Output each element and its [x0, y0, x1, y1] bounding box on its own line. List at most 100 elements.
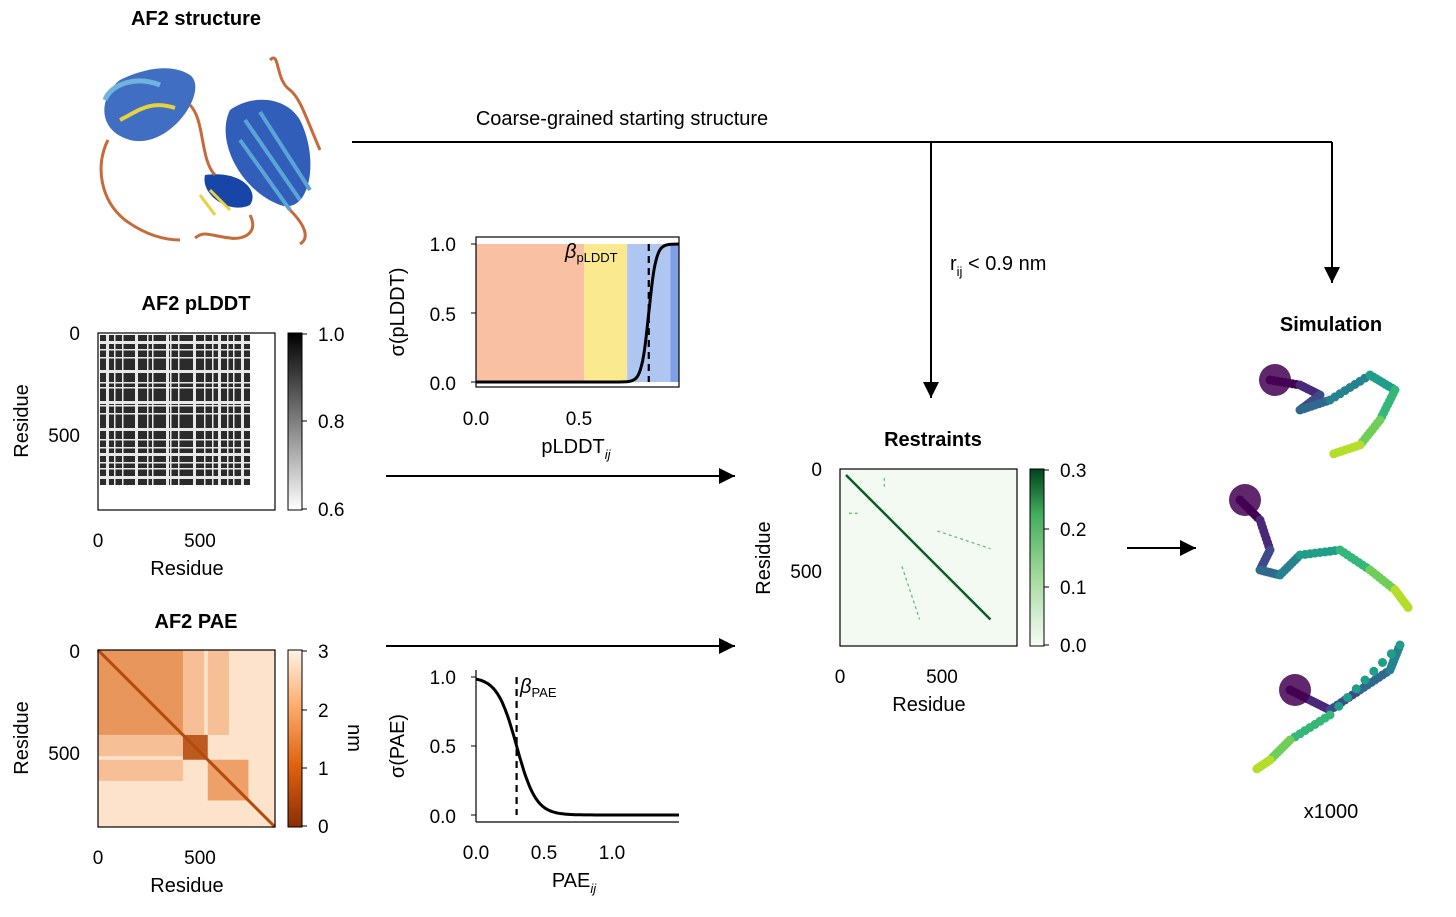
plddt-stripe-v [114, 335, 116, 485]
pae-sigmoid-plot [471, 670, 679, 823]
plddt-xlabel: Residue [150, 558, 223, 580]
plddt-cbar-tick-2: 0.8 [318, 412, 344, 433]
plddt-stripe-h [100, 468, 250, 470]
pae-sigmoid-xtick-05: 0.5 [531, 843, 557, 864]
plddt-stripe-v [193, 335, 196, 485]
plddt-sigmoid-xtick-05: 0.5 [566, 409, 592, 430]
pae-offblock [98, 759, 183, 781]
restraints-ylabel: Residue [753, 521, 775, 594]
plddt-threshold-label: βpLDDT [564, 241, 618, 265]
plddt-stripe-h [100, 341, 250, 344]
restraints-cbar-tick-02: 0.2 [1060, 520, 1086, 541]
plddt-stripe-h [100, 405, 250, 407]
restraints-cbar-tick-01: 0.1 [1060, 578, 1086, 599]
plddt-ylabel: Residue [11, 384, 33, 457]
pae-offblock [207, 650, 229, 735]
plddt-stripe-h [100, 447, 250, 449]
simulation-bead [1403, 603, 1413, 612]
pae-title: AF2 PAE [155, 611, 238, 633]
plddt-stripe-v [152, 335, 154, 485]
plddt-title: AF2 pLDDT [142, 293, 251, 315]
plddt-stripe-v [122, 335, 124, 485]
pae-cbar-label: nm [343, 724, 365, 752]
pae-sigmoid-xtick-1: 1.0 [599, 843, 625, 864]
restraints-colorbar [1029, 468, 1049, 647]
restraints-title: Restraints [884, 429, 982, 451]
restraints-xtick-0: 0 [835, 667, 846, 688]
plddt-stripe-h [100, 349, 250, 351]
pae-colorbar [287, 649, 307, 828]
restraints-ytick-500: 500 [790, 562, 822, 583]
simulation-bead [1329, 449, 1339, 459]
pae-cbar-tick-2: 2 [318, 701, 329, 722]
plddt-stripe-h [100, 382, 250, 384]
plddt-ytick-500: 500 [48, 426, 80, 447]
plddt-matrix [97, 332, 276, 511]
plddt-stripe-v [233, 335, 235, 485]
plddt-sigmoid-xtick-0: 0.0 [463, 409, 489, 430]
pae-diagonal [96, 648, 277, 829]
plddt-sigmoid-xlabel: pLDDTij [541, 436, 611, 462]
structure-connector [352, 141, 1340, 398]
simulation-bead [1252, 764, 1262, 774]
plddt-stripe-h [100, 387, 250, 389]
plddt-stripe-v [147, 335, 149, 485]
simulation-bead [1334, 701, 1344, 711]
plddt-stripe-v [170, 335, 172, 485]
plddt-stripe-h [100, 413, 250, 415]
plddt-stripe-v [241, 335, 244, 485]
plddt-stripe-h [100, 476, 250, 479]
pae-ylabel: Residue [11, 701, 33, 774]
confidence-band [476, 244, 584, 382]
plddt-ytick-0: 0 [69, 324, 80, 345]
ensemble-size-label: x1000 [1304, 801, 1359, 823]
plddt-stripe-v [135, 335, 138, 485]
plddt-sigmoid-ytick-1: 1.0 [430, 235, 456, 256]
pae-ytick-500: 500 [48, 744, 80, 765]
pae-xtick-500: 500 [184, 848, 216, 869]
simulation-domain [1229, 484, 1261, 516]
simulation-bead [1378, 658, 1387, 667]
plddt-block [100, 335, 250, 485]
plddt-stripe-h [100, 453, 250, 456]
plddt-stripe-v [178, 335, 180, 485]
plddt-sigmoid-curve [476, 242, 679, 384]
pae-sigmoid-ytick-05: 0.5 [430, 737, 456, 758]
plddt-sigmoid-plot [471, 236, 680, 388]
plddt-stripe-h [100, 439, 250, 441]
pae-xtick-0: 0 [93, 848, 104, 869]
plddt-stripe-v [218, 335, 221, 485]
pae-cbar-tick-1: 1 [318, 759, 329, 780]
confidence-band [670, 244, 679, 382]
plddt-stripe-v [166, 335, 169, 485]
distance-cutoff-label: rij < 0.9 nm [950, 253, 1046, 279]
plddt-xtick-500: 500 [184, 531, 216, 552]
simulation-bead [1369, 666, 1379, 676]
restraint-diagonal [845, 474, 992, 621]
pae-matrix [96, 648, 277, 829]
plddt-stripe-v [227, 335, 229, 485]
simulation-bead [1360, 675, 1370, 685]
plddt-stripe-h [100, 401, 250, 404]
coarse-grained-label: Coarse-grained starting structure [476, 108, 768, 130]
simulation-domain [1259, 364, 1291, 396]
plddt-xtick-0: 0 [93, 531, 104, 552]
plddt-stripe-v [106, 335, 109, 485]
pae-sigmoid-curve [475, 677, 679, 817]
simulation-bead [1395, 640, 1405, 650]
plddt-stripe-v [212, 335, 214, 485]
pae-sigmoid-ytick-0: 0.0 [430, 807, 456, 828]
pae-offblock [182, 650, 205, 735]
pae-sigmoid-ytick-1: 1.0 [430, 668, 456, 689]
simulation-title: Simulation [1280, 314, 1382, 336]
pae-ytick-0: 0 [69, 642, 80, 663]
plddt-sigmoid-ytick-05: 0.5 [430, 305, 456, 326]
pae-threshold-label: βPAE [519, 676, 557, 700]
restraints-matrix [839, 468, 1018, 647]
plddt-stripe-h [100, 428, 250, 431]
pae-cbar-tick-0: 0 [318, 817, 329, 838]
pae-sigmoid-xtick-0: 0.0 [463, 843, 489, 864]
simulation-domain [1279, 674, 1311, 706]
plddt-sigmoid-ylabel: σ(pLDDT) [387, 267, 409, 356]
